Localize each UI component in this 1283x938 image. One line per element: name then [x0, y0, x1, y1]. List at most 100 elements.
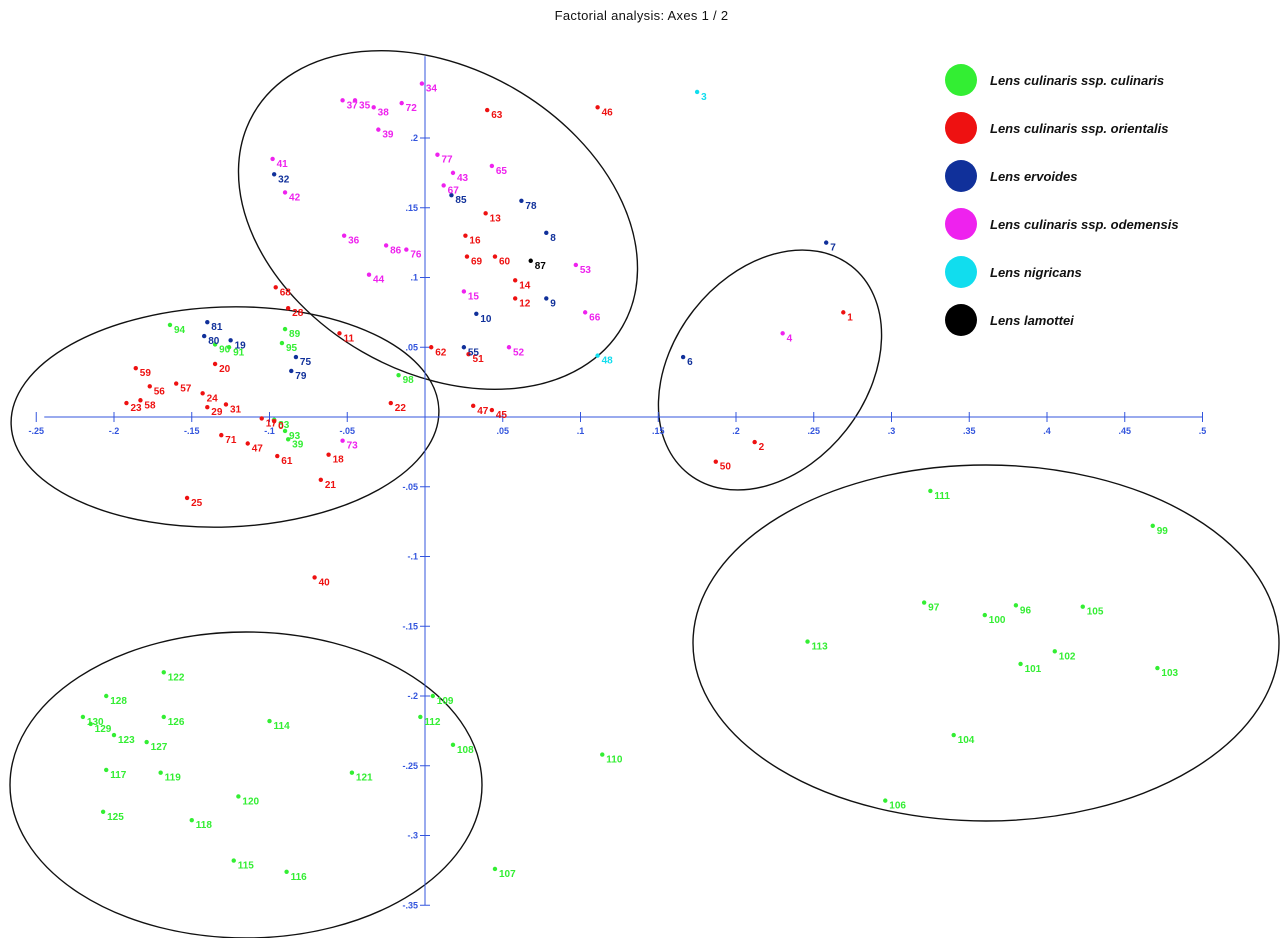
point-label: 97	[928, 603, 940, 614]
data-point	[595, 105, 600, 110]
point-label: 71	[225, 435, 237, 446]
point-label: 77	[441, 155, 453, 166]
point-label: 65	[496, 166, 508, 177]
legend-item: Lens culinaris ssp. orientalis	[945, 112, 1275, 160]
point-label: 8	[550, 233, 556, 244]
data-point	[823, 240, 829, 245]
data-point	[474, 311, 479, 316]
data-point	[228, 338, 233, 343]
data-point	[275, 453, 280, 459]
point-label: 9	[550, 298, 556, 309]
point-label: 126	[168, 717, 185, 728]
data-point	[396, 372, 401, 378]
point-label: 13	[490, 213, 502, 224]
data-point	[88, 721, 93, 727]
data-point	[111, 732, 117, 738]
cluster-ellipses	[9, 49, 1280, 938]
legend-item: Lens nigricans	[945, 256, 1275, 304]
point-label: 20	[219, 364, 231, 375]
point-label: 76	[410, 250, 422, 261]
data-point	[285, 437, 291, 442]
data-point	[492, 866, 498, 872]
data-point	[205, 319, 210, 325]
point-label: 100	[989, 615, 1006, 626]
point-label: 28	[292, 308, 304, 319]
data-point	[752, 439, 757, 445]
data-point	[366, 272, 372, 277]
point-label: 118	[196, 820, 213, 831]
data-point	[388, 400, 393, 406]
y-tick-label: -.15	[402, 621, 418, 631]
data-point	[1150, 523, 1155, 529]
point-label: 59	[140, 368, 152, 379]
y-tick-label: -.05	[402, 482, 418, 492]
data-point	[144, 739, 149, 745]
data-point	[383, 243, 389, 248]
data-point	[104, 767, 109, 773]
point-label: 34	[426, 84, 438, 95]
data-point	[270, 156, 275, 162]
point-label: 61	[281, 456, 293, 467]
point-label: 16	[469, 236, 481, 247]
point-label: 57	[180, 384, 192, 395]
data-point	[419, 81, 425, 86]
data-point	[231, 858, 236, 863]
x-tick-label: .2	[732, 426, 740, 436]
data-point	[104, 693, 109, 699]
point-label: 55	[468, 347, 480, 358]
data-point	[1080, 604, 1085, 609]
data-point	[694, 89, 700, 95]
x-tick-label: .35	[963, 426, 976, 436]
data-point	[883, 798, 888, 803]
data-point	[133, 365, 138, 371]
data-point	[441, 183, 446, 188]
data-point	[680, 354, 686, 360]
point-label: 125	[107, 812, 124, 823]
point-label: 91	[233, 347, 245, 358]
data-point	[489, 407, 495, 413]
data-point	[463, 233, 468, 238]
y-tick-label: .2	[410, 133, 418, 143]
y-tick-label: -.25	[402, 761, 418, 771]
data-point	[147, 384, 152, 389]
x-tick-label: .1	[577, 426, 585, 436]
point-label: 127	[151, 742, 168, 753]
data-point	[399, 100, 404, 106]
legend-swatch	[945, 304, 977, 336]
data-point	[461, 289, 467, 294]
point-label: 43	[457, 173, 469, 184]
data-point	[273, 285, 278, 290]
point-label: 53	[580, 265, 592, 276]
data-point	[928, 488, 933, 494]
point-label: 2	[759, 442, 765, 453]
data-point	[450, 170, 456, 176]
point-label: 18	[333, 455, 345, 466]
data-point	[124, 400, 129, 406]
legend-label: Lens culinaris ssp. orientalis	[990, 121, 1169, 136]
point-label: 113	[812, 642, 829, 653]
point-label: 58	[144, 400, 156, 411]
point-label: 31	[230, 404, 242, 415]
point-label: 108	[457, 745, 474, 756]
legend-label: Lens culinaris ssp. odemensis	[990, 217, 1179, 232]
data-point	[430, 693, 435, 699]
chart-title: Factorial analysis: Axes 1 / 2	[554, 8, 729, 23]
point-label: 86	[390, 245, 402, 256]
data-point	[418, 714, 423, 720]
data-point	[340, 98, 345, 103]
data-point	[212, 361, 218, 367]
point-label: 46	[602, 107, 614, 118]
legend-item: Lens ervoides	[945, 160, 1275, 208]
data-point	[506, 345, 512, 350]
point-label: 129	[95, 724, 112, 735]
point-label: 12	[519, 298, 531, 309]
data-point	[285, 305, 291, 311]
data-point	[293, 354, 299, 360]
data-point	[528, 258, 533, 263]
data-point	[376, 127, 381, 132]
data-point	[205, 405, 210, 410]
legend-label: Lens culinaris ssp. culinaris	[990, 73, 1165, 88]
y-tick-label: -.2	[407, 691, 418, 701]
